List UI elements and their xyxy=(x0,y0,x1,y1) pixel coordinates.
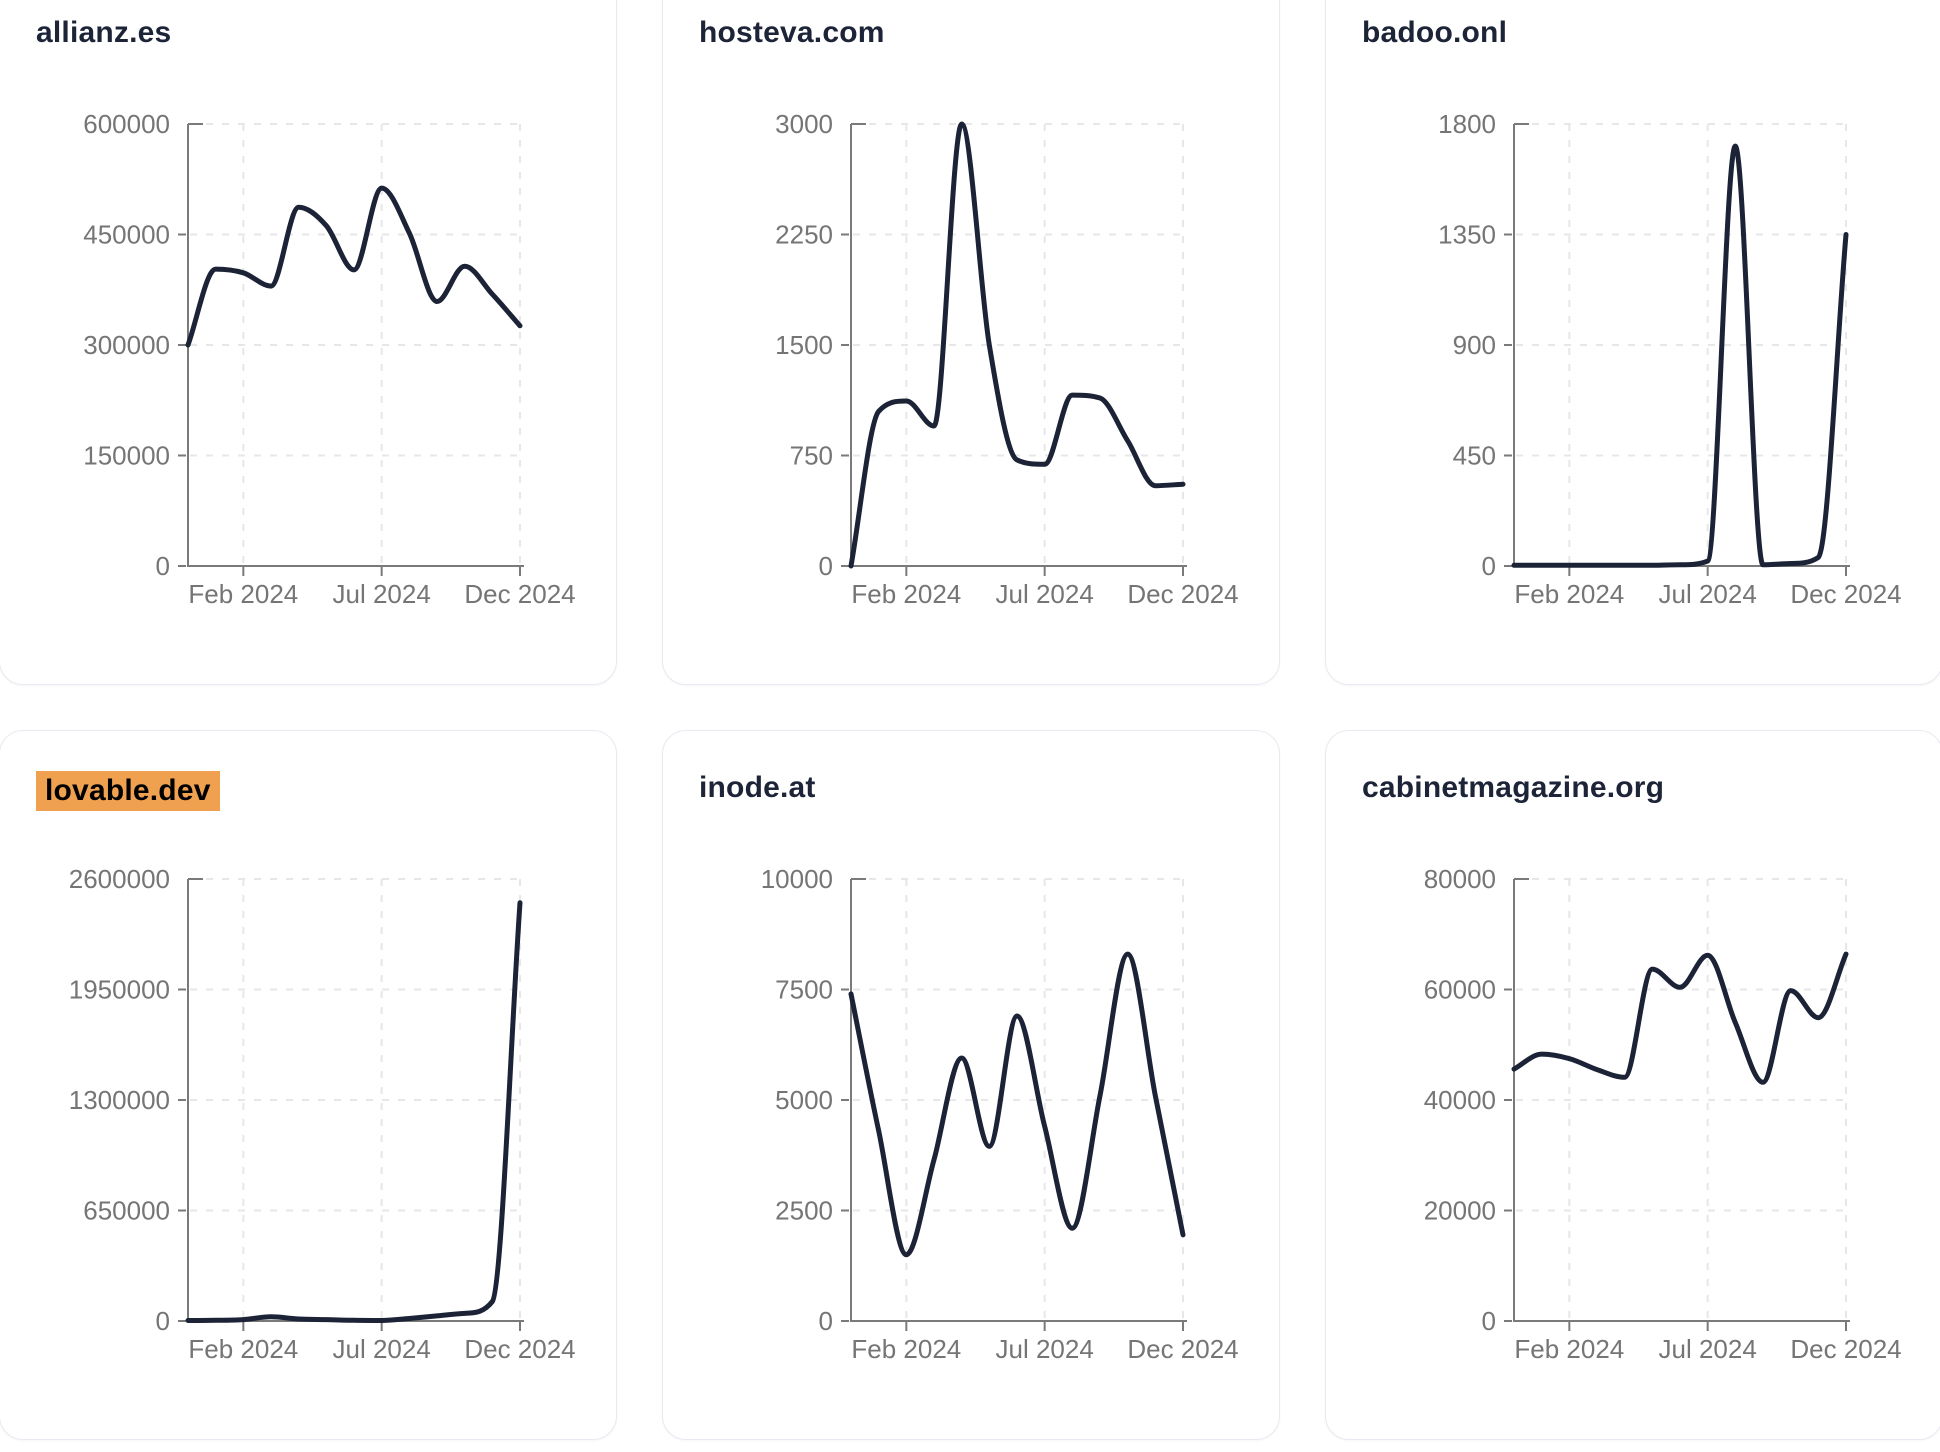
y-tick-label: 1300000 xyxy=(69,1085,170,1115)
y-tick-label: 0 xyxy=(819,551,833,581)
tick-labels: 0 2500 5000 7500 10000 Feb 2024 Jul 2024 Dec 20… xyxy=(761,864,1239,1364)
y-tick-label: 650000 xyxy=(83,1196,170,1226)
trend-line xyxy=(1511,951,1849,1085)
x-tick-label: Dec 2024 xyxy=(464,1334,575,1364)
y-tick-label: 0 xyxy=(156,551,170,581)
domain-card-hosteva.com[interactable]: hosteva.com 0 750 1500 2250 3000 Feb 2024 Jul … xyxy=(662,0,1280,685)
x-tick-label: Feb 2024 xyxy=(188,1334,298,1364)
gridlines xyxy=(1516,878,1847,1321)
y-tick-label: 300000 xyxy=(83,330,170,360)
y-tick-label: 0 xyxy=(1482,551,1496,581)
x-tick-label: Jul 2024 xyxy=(333,579,431,609)
y-tick-label: 7500 xyxy=(775,975,833,1005)
tick-labels: 0 650000 1300000 1950000 2600000 Feb 2024 Jul … xyxy=(69,864,576,1364)
x-tick-label: Jul 2024 xyxy=(996,1334,1094,1364)
traffic-line-chart: 0 650000 1300000 1950000 2600000 Feb 2024 Jul … xyxy=(69,864,576,1364)
axes xyxy=(1504,123,1850,576)
domain-title-text: badoo.onl xyxy=(1362,16,1508,49)
axes xyxy=(1504,878,1850,1331)
traffic-line-chart: 0 2500 5000 7500 10000 Feb 2024 Jul 2024 Dec 20… xyxy=(761,864,1239,1364)
x-tick-label: Feb 2024 xyxy=(188,579,298,609)
trend-line xyxy=(1511,143,1849,568)
y-tick-label: 450000 xyxy=(83,220,170,250)
x-tick-label: Dec 2024 xyxy=(464,579,575,609)
tick-labels: 0 20000 40000 60000 80000 Feb 2024 Jul 2024 Dec… xyxy=(1424,864,1902,1364)
y-tick-label: 900 xyxy=(1453,330,1496,360)
tick-labels: 0 150000 300000 450000 600000 Feb 2024 Jul 202… xyxy=(83,109,575,609)
domain-card-lovable.dev[interactable]: lovable.dev 0 650000 1300000 1950000 2600000… xyxy=(0,730,617,1440)
x-tick-label: Feb 2024 xyxy=(851,1334,961,1364)
y-tick-label: 2250 xyxy=(775,220,833,250)
x-tick-label: Jul 2024 xyxy=(996,579,1094,609)
x-tick-label: Dec 2024 xyxy=(1790,579,1901,609)
tick-labels: 0 450 900 1350 1800 Feb 2024 Jul 2024 Dec 2024 xyxy=(1438,109,1902,609)
x-tick-label: Dec 2024 xyxy=(1127,1334,1238,1364)
y-tick-label: 0 xyxy=(156,1306,170,1336)
y-tick-label: 750 xyxy=(790,441,833,471)
y-tick-label: 2600000 xyxy=(69,864,170,894)
y-tick-label: 150000 xyxy=(83,441,170,471)
y-tick-label: 3000 xyxy=(775,109,833,139)
domain-title: allianz.es xyxy=(36,16,171,50)
domain-title-text: allianz.es xyxy=(36,16,172,49)
domain-card-cabinetmagazine.org[interactable]: cabinetmagazine.org 0 20000 40000 60000 8000… xyxy=(1325,730,1940,1440)
y-tick-label: 1800 xyxy=(1438,109,1496,139)
domain-card-badoo.onl[interactable]: badoo.onl 0 450 900 1350 1800 Feb 2024 Jul 202… xyxy=(1325,0,1940,685)
gridlines xyxy=(853,878,1184,1321)
traffic-line-chart: 0 20000 40000 60000 80000 Feb 2024 Jul 2024 Dec… xyxy=(1424,864,1902,1364)
axes xyxy=(841,123,1187,576)
x-tick-label: Dec 2024 xyxy=(1127,579,1238,609)
x-tick-label: Feb 2024 xyxy=(851,579,961,609)
trend-line xyxy=(185,900,523,1323)
tick-labels: 0 750 1500 2250 3000 Feb 2024 Jul 2024 Dec 2024 xyxy=(775,109,1239,609)
gridlines xyxy=(853,123,1184,566)
domain-title: cabinetmagazine.org xyxy=(1362,771,1664,805)
domain-card-allianz.es[interactable]: allianz.es 0 150000 300000 450000 600000 Feb … xyxy=(0,0,617,685)
domain-title: hosteva.com xyxy=(699,16,885,50)
x-tick-label: Jul 2024 xyxy=(333,1334,431,1364)
traffic-line-chart: 0 750 1500 2250 3000 Feb 2024 Jul 2024 Dec 2024 xyxy=(775,109,1239,609)
y-tick-label: 1500 xyxy=(775,330,833,360)
traffic-line-chart: 0 450 900 1350 1800 Feb 2024 Jul 2024 Dec 2024 xyxy=(1438,109,1902,609)
trend-line xyxy=(848,951,1186,1258)
x-tick-label: Feb 2024 xyxy=(1514,1334,1624,1364)
y-tick-label: 600000 xyxy=(83,109,170,139)
y-tick-label: 80000 xyxy=(1424,864,1496,894)
traffic-line-chart: 0 150000 300000 450000 600000 Feb 2024 Jul 202… xyxy=(83,109,575,609)
y-tick-label: 5000 xyxy=(775,1085,833,1115)
domain-title-text: lovable.dev xyxy=(36,771,220,811)
domain-title-text: hosteva.com xyxy=(699,16,885,49)
x-tick-label: Feb 2024 xyxy=(1514,579,1624,609)
domain-title-text: cabinetmagazine.org xyxy=(1362,771,1665,804)
y-tick-label: 1350 xyxy=(1438,220,1496,250)
y-tick-label: 40000 xyxy=(1424,1085,1496,1115)
domain-title: badoo.onl xyxy=(1362,16,1507,50)
domain-title-text: inode.at xyxy=(699,771,816,804)
y-tick-label: 0 xyxy=(819,1306,833,1336)
trend-line xyxy=(848,121,1186,569)
y-tick-label: 450 xyxy=(1453,441,1496,471)
y-tick-label: 10000 xyxy=(761,864,833,894)
x-tick-label: Jul 2024 xyxy=(1659,1334,1757,1364)
gridlines xyxy=(1516,123,1847,566)
axes xyxy=(178,878,524,1331)
domain-title: lovable.dev xyxy=(36,771,220,811)
gridlines xyxy=(190,878,521,1321)
domain-card-inode.at[interactable]: inode.at 0 2500 5000 7500 10000 Feb 2024 Jul 2… xyxy=(662,730,1280,1440)
y-tick-label: 2500 xyxy=(775,1196,833,1226)
y-tick-label: 0 xyxy=(1482,1306,1496,1336)
x-tick-label: Jul 2024 xyxy=(1659,579,1757,609)
y-tick-label: 1950000 xyxy=(69,975,170,1005)
y-tick-label: 60000 xyxy=(1424,975,1496,1005)
y-tick-label: 20000 xyxy=(1424,1196,1496,1226)
gridlines xyxy=(190,123,521,566)
x-tick-label: Dec 2024 xyxy=(1790,1334,1901,1364)
trend-line xyxy=(185,185,523,348)
domain-title: inode.at xyxy=(699,771,816,805)
axes xyxy=(841,878,1187,1331)
axes xyxy=(178,123,524,576)
